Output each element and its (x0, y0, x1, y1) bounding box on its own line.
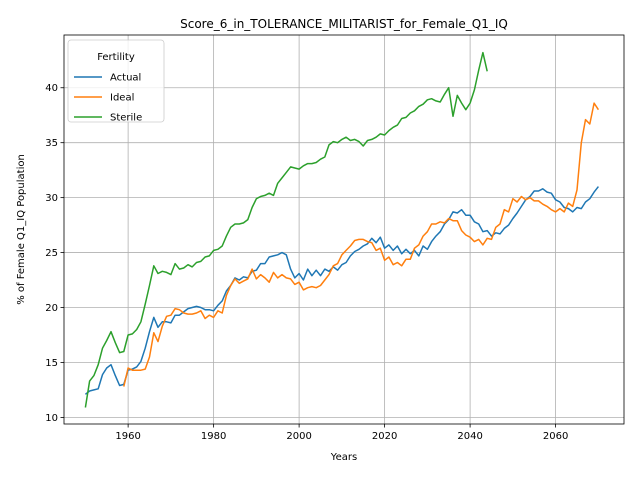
y-tick-label: 10 (45, 413, 58, 424)
legend: Fertility Actual Ideal Sterile (67, 39, 165, 124)
plot-area (63, 34, 625, 425)
x-tick-label: 2040 (457, 431, 482, 442)
legend-label-ideal: Ideal (110, 93, 134, 104)
legend-box (67, 39, 165, 123)
series-line-sterile (84, 51, 488, 408)
y-tick-label: 35 (45, 138, 58, 149)
legend-label-sterile: Sterile (110, 113, 142, 124)
x-tick-label: 2020 (372, 431, 397, 442)
legend-label-actual: Actual (110, 73, 141, 84)
axis-ticks: 1960 1980 2000 2020 2040 2060 10 15 20 25 30 35 40 (45, 83, 568, 442)
x-tick-label: 1980 (201, 431, 226, 442)
y-axis-label: % of Female Q1_IQ Population (16, 154, 27, 305)
y-tick-label: 40 (45, 83, 58, 94)
x-tick-label: 1960 (115, 431, 140, 442)
legend-title: Fertility (97, 52, 135, 63)
y-tick-label: 20 (45, 303, 58, 314)
series-lines (84, 51, 600, 408)
y-tick-label: 30 (45, 193, 58, 204)
x-axis-label: Years (330, 452, 357, 463)
y-tick-label: 15 (45, 358, 58, 369)
series-line-actual (84, 186, 599, 395)
x-tick-label: 2000 (286, 431, 311, 442)
chart-title: Score_6_in_TOLERANCE_MILITARIST_for_Fema… (180, 17, 508, 31)
x-tick-label: 2060 (543, 431, 568, 442)
series-line-ideal (123, 102, 600, 387)
y-tick-label: 25 (45, 248, 58, 259)
